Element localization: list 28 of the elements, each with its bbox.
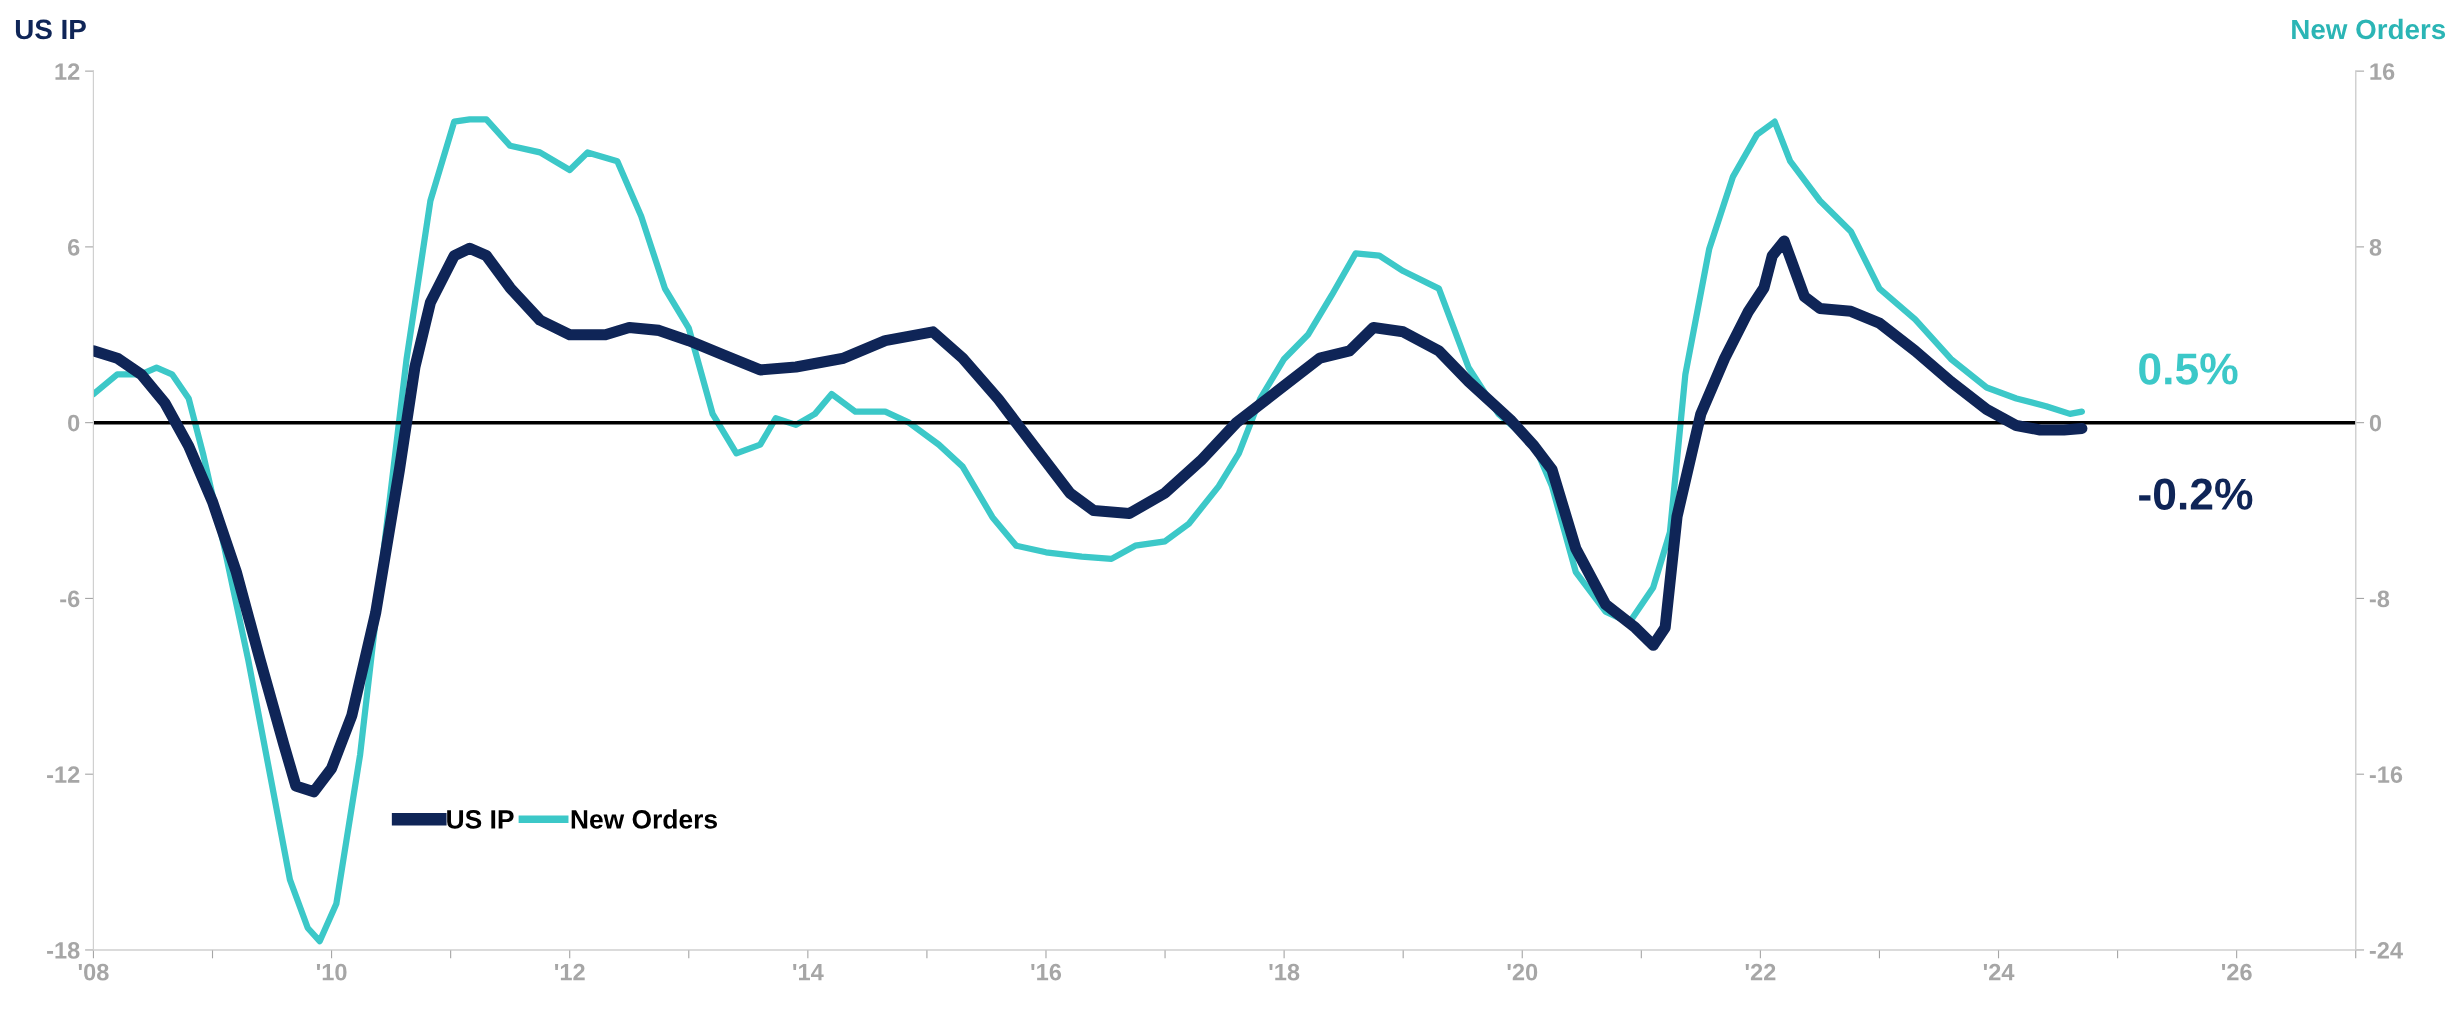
- x-tick-label: '20: [1507, 963, 1538, 981]
- x-tick-label: '24: [1983, 963, 2015, 981]
- y-axis-title: US IP: [15, 19, 86, 40]
- y-tick-label: 12: [55, 63, 80, 80]
- y-tick-label: 0: [68, 414, 80, 432]
- annotation: -0.2%: [2139, 478, 2253, 510]
- y-tick-label: -12: [47, 766, 80, 783]
- x-tick-label: '14: [793, 964, 824, 981]
- y2-tick-label: 8: [2369, 238, 2382, 256]
- y2-tick-label: 16: [2370, 63, 2395, 80]
- y-tick-label: -18: [47, 942, 80, 959]
- annotation: 0.5%: [2139, 353, 2238, 385]
- x-tick-label: '10: [316, 963, 347, 981]
- y-tick-label: 6: [67, 238, 80, 256]
- y2-tick-label: -24: [2369, 942, 2403, 959]
- legend-label: New Orders: [571, 809, 717, 829]
- x-tick-label: '08: [78, 963, 109, 981]
- y2-tick-label: -16: [2369, 766, 2403, 783]
- x-tick-label: '16: [1031, 963, 1062, 981]
- x-tick-label: '12: [555, 963, 585, 981]
- y-tick-label: -6: [60, 590, 80, 608]
- legend-label: US IP: [447, 810, 514, 829]
- x-tick-label: '18: [1269, 963, 1300, 981]
- y2-tick-label: -8: [2369, 590, 2390, 608]
- y2-axis-title: New Orders: [2292, 18, 2446, 40]
- x-tick-label: '26: [2221, 963, 2252, 981]
- y2-tick-label: 0: [2369, 414, 2382, 432]
- x-tick-label: '22: [1745, 963, 1776, 981]
